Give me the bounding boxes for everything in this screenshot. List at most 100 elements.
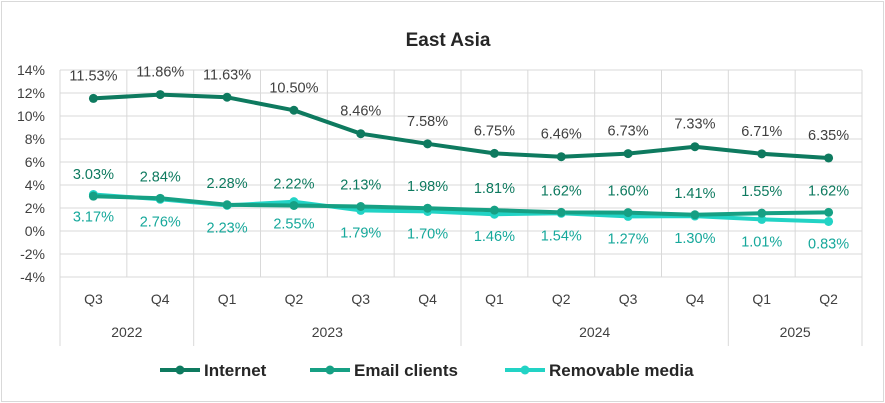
data-label: 1.27% [608, 231, 649, 247]
data-label: 2.28% [207, 176, 248, 192]
year-label: 2024 [579, 324, 610, 340]
data-point [824, 153, 834, 163]
y-tick-label: 0% [25, 223, 45, 239]
y-tick-label: 12% [17, 85, 45, 101]
data-point [222, 92, 232, 102]
y-tick-label: 6% [25, 154, 45, 170]
data-point [356, 129, 366, 139]
data-labels: 11.53% 11.86% 11.63% 10.50% 8.46% 7.58% 6.75% 6… [69, 65, 849, 253]
series-line-email-clients [91, 194, 831, 217]
x-axis: Q3 Q4 Q1 Q2 Q3 Q4 Q1 Q2 Q3 Q4 Q1 Q2 2022 2023 2024 2025 [59, 277, 863, 346]
data-point [88, 93, 98, 103]
data-point [423, 139, 433, 149]
data-label: 7.58% [407, 114, 448, 130]
series-lines [91, 92, 831, 224]
data-label: 2.13% [340, 178, 381, 194]
data-label: 1.30% [674, 231, 715, 247]
y-tick-label: -4% [20, 269, 45, 285]
legend-label: Removable media [549, 361, 694, 380]
data-point [623, 149, 633, 159]
data-point [757, 149, 767, 159]
data-label: 1.54% [541, 228, 582, 244]
x-tick-label: Q2 [552, 291, 571, 307]
data-label: 1.62% [541, 183, 582, 199]
data-label: 1.70% [407, 226, 448, 242]
legend-marker [520, 365, 530, 375]
chart-title: East Asia [406, 30, 491, 51]
data-point [690, 210, 700, 220]
data-label: 1.62% [808, 183, 849, 199]
data-label: 1.81% [474, 181, 515, 197]
data-point [824, 216, 834, 226]
legend-marker [175, 365, 185, 375]
data-points [88, 90, 834, 226]
series-line-internet [91, 92, 831, 160]
data-point [289, 200, 299, 210]
y-tick-label: 8% [25, 131, 45, 147]
data-point [690, 142, 700, 152]
data-point [155, 193, 165, 203]
y-tick-label: 10% [17, 108, 45, 124]
data-label: 0.83% [808, 236, 849, 252]
legend-label: Email clients [354, 361, 458, 380]
data-label: 2.84% [140, 169, 181, 185]
data-label: 6.73% [608, 124, 649, 140]
data-point [289, 105, 299, 115]
y-tick-label: 2% [25, 200, 45, 216]
data-label: 1.60% [608, 184, 649, 200]
data-label: 1.01% [741, 234, 782, 250]
x-tick-label: Q1 [218, 291, 237, 307]
data-point [489, 205, 499, 215]
y-tick-label: -2% [20, 246, 45, 262]
data-label: 1.41% [674, 186, 715, 202]
legend-label: Internet [204, 361, 267, 380]
data-label: 8.46% [340, 104, 381, 120]
data-label: 6.71% [741, 124, 782, 140]
data-point [155, 90, 165, 100]
data-label: 1.98% [407, 179, 448, 195]
data-label: 11.53% [69, 68, 117, 84]
data-label: 6.35% [808, 128, 849, 144]
x-tick-label: Q2 [819, 291, 838, 307]
data-point [489, 148, 499, 158]
x-tick-label: Q3 [351, 291, 370, 307]
data-label: 3.17% [73, 210, 114, 226]
x-tick-label: Q4 [418, 291, 437, 307]
data-point [824, 207, 834, 217]
year-label: 2022 [111, 324, 142, 340]
data-label: 2.55% [273, 217, 314, 233]
year-label: 2023 [312, 324, 343, 340]
data-point [623, 208, 633, 218]
y-tick-label: 14% [17, 62, 45, 78]
data-label: 2.22% [273, 176, 314, 192]
data-label: 2.76% [140, 214, 181, 230]
data-point [757, 208, 767, 218]
data-label: 1.79% [340, 225, 381, 241]
data-point [556, 207, 566, 217]
x-tick-label: Q1 [752, 291, 771, 307]
legend-item: Internet [160, 361, 267, 380]
x-tick-label: Q3 [619, 291, 638, 307]
x-tick-label: Q4 [151, 291, 170, 307]
data-label: 6.46% [541, 127, 582, 143]
data-label: 2.23% [207, 220, 248, 236]
x-tick-label: Q4 [686, 291, 705, 307]
x-tick-label: Q3 [84, 291, 103, 307]
data-label: 6.75% [474, 123, 515, 139]
data-label: 10.50% [269, 80, 318, 96]
data-point [356, 202, 366, 212]
x-tick-label: Q2 [285, 291, 304, 307]
data-label: 7.33% [674, 117, 715, 133]
year-label: 2025 [780, 324, 811, 340]
data-label: 11.86% [136, 65, 184, 81]
data-point [222, 200, 232, 210]
x-tick-label: Q1 [485, 291, 504, 307]
data-label: 1.46% [474, 229, 515, 245]
data-point [757, 214, 767, 224]
y-axis-ticks: 14% 12% 10% 8% 6% 4% 2% 0% -2% -4% [17, 62, 45, 285]
legend: Internet Email clients Removable media [160, 361, 694, 380]
data-label: 1.55% [741, 184, 782, 200]
y-tick-label: 4% [25, 177, 45, 193]
